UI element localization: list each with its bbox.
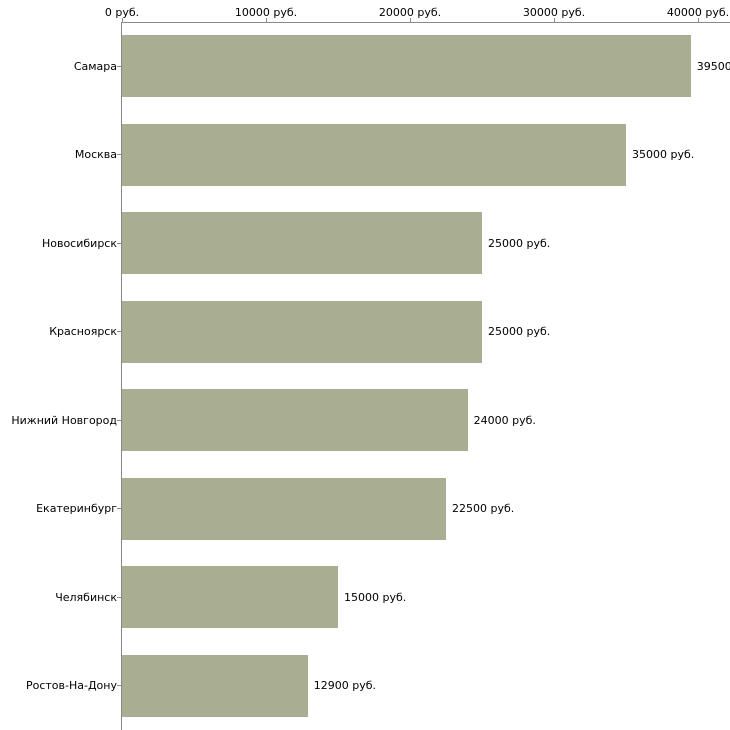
- value-label: 22500 руб.: [452, 502, 515, 516]
- x-axis-line: [121, 22, 730, 23]
- value-label: 12900 руб.: [313, 679, 377, 693]
- value-label: 25000 руб.: [488, 325, 551, 339]
- category-label: Новосибирск: [41, 236, 117, 250]
- bar: [122, 300, 482, 363]
- x-tick-mark: [266, 18, 267, 22]
- bar: [122, 654, 308, 717]
- bar: [122, 566, 338, 629]
- value-label: 25000 руб.: [488, 236, 551, 250]
- bar-row: Москва 35000 руб.: [0, 111, 730, 200]
- bar-row: Екатеринбург 22500 руб.: [0, 465, 730, 554]
- bar-row: Самара 39500: [0, 22, 730, 111]
- x-tick-mark: [698, 18, 699, 22]
- category-tick-mark: [117, 419, 121, 421]
- y-axis-line: [121, 22, 122, 730]
- value-label: 35000 руб.: [632, 148, 695, 162]
- bar: [122, 35, 691, 98]
- x-tick-mark: [410, 18, 411, 22]
- bar-row: Челябинск 15000 руб.: [0, 553, 730, 642]
- category-tick-mark: [117, 596, 121, 598]
- x-tick-label: 40000 руб.: [666, 6, 730, 19]
- x-tick-mark: [554, 18, 555, 22]
- bar-row: Ростов-На-Дону 12900 руб.: [0, 642, 730, 730]
- bar: [122, 212, 482, 275]
- category-label: Нижний Новгород: [11, 413, 117, 427]
- bar-row: Нижний Новгород 24000 руб.: [0, 376, 730, 465]
- x-tick-label: 0 руб.: [104, 6, 140, 19]
- category-label: Москва: [74, 148, 117, 162]
- category-label: Самара: [73, 59, 117, 73]
- x-tick-label: 10000 руб.: [234, 6, 298, 19]
- category-tick-mark: [117, 65, 121, 67]
- category-tick-mark: [117, 242, 121, 244]
- x-tick-mark: [122, 18, 123, 22]
- bar: [122, 477, 446, 540]
- value-label: 39500: [696, 59, 730, 73]
- category-tick-mark: [117, 685, 121, 687]
- bar-row: Красноярск 25000 руб.: [0, 288, 730, 377]
- category-tick-mark: [117, 508, 121, 510]
- x-tick-label: 30000 руб.: [522, 6, 586, 19]
- category-label: Красноярск: [49, 325, 117, 339]
- category-label: Ростов-На-Дону: [25, 679, 117, 693]
- bar: [122, 123, 626, 186]
- value-label: 15000 руб.: [344, 590, 407, 604]
- bar: [122, 389, 468, 452]
- x-tick-label: 20000 руб.: [378, 6, 442, 19]
- category-label: Екатеринбург: [36, 502, 117, 516]
- value-label: 24000 руб.: [473, 413, 536, 427]
- bar-row: Новосибирск 25000 руб.: [0, 199, 730, 288]
- category-tick-mark: [117, 154, 121, 156]
- category-tick-mark: [117, 331, 121, 333]
- category-label: Челябинск: [55, 590, 117, 604]
